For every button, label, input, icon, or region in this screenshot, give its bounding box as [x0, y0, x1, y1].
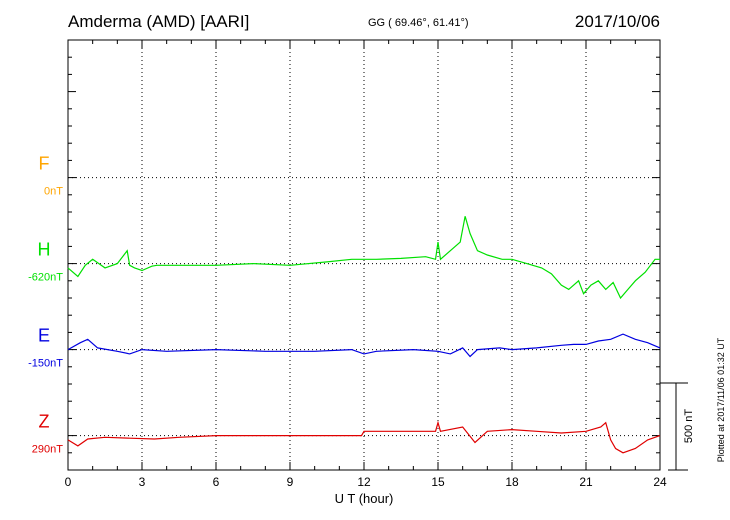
grid-lines [68, 40, 660, 470]
series-baseline-label-Z: 290nT [32, 444, 63, 456]
x-axis-label: U T (hour) [335, 491, 394, 506]
x-tick-label-18: 18 [505, 475, 519, 489]
station-title: Amderma (AMD) [AARI] [68, 12, 249, 31]
axis-ticks [67, 40, 661, 470]
series-labels: F 0nT H -620nT E -150nT Z 290nT [28, 154, 63, 456]
series-baseline-label-E: -150nT [28, 358, 63, 370]
series-name-E: E [38, 326, 50, 346]
series-line-Z [67, 420, 661, 454]
plotted-timestamp: Plotted at 2017/11/06 01:32 UT [716, 337, 726, 462]
series-line-H [67, 216, 660, 300]
scale-bar-label: 500 nT [683, 409, 695, 444]
series-baseline-label-F: 0nT [44, 186, 63, 198]
series-lines [67, 216, 661, 454]
x-tick-label-0: 0 [65, 475, 72, 489]
series-name-Z: Z [39, 412, 50, 432]
x-tick-labels: 0 3 6 9 12 15 18 21 24 [65, 475, 667, 489]
x-tick-label-6: 6 [213, 475, 220, 489]
x-tick-label-24: 24 [653, 475, 667, 489]
x-tick-label-12: 12 [357, 475, 371, 489]
scale-bar: 500 nT [660, 382, 695, 471]
chart-date: 2017/10/06 [575, 12, 660, 31]
x-tick-label-21: 21 [579, 475, 593, 489]
series-name-F: F [39, 154, 50, 174]
x-tick-label-15: 15 [431, 475, 445, 489]
series-name-H: H [38, 240, 51, 260]
x-tick-label-9: 9 [287, 475, 294, 489]
series-baseline-label-H: -620nT [28, 272, 63, 284]
series-line-E [67, 333, 661, 358]
x-tick-label-3: 3 [139, 475, 146, 489]
station-coords: GG ( 69.46°, 61.41°) [368, 17, 469, 29]
